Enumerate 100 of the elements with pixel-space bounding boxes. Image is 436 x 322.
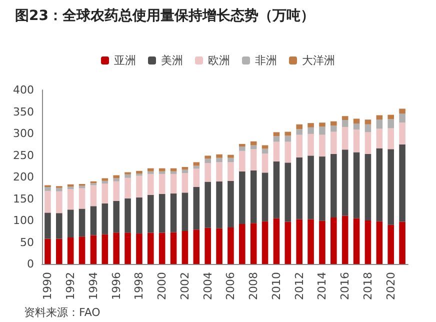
- bar: [182, 192, 188, 231]
- bar: [330, 154, 337, 218]
- bar: [56, 188, 62, 192]
- bar: [44, 212, 51, 239]
- bar: [319, 134, 326, 157]
- bar: [102, 180, 108, 184]
- y-tick-label: 100: [13, 214, 34, 227]
- bar: [67, 237, 74, 264]
- bar: [388, 224, 394, 264]
- bar: [228, 180, 234, 228]
- bar: [250, 145, 257, 150]
- text: 资料来源：FAO: [24, 306, 101, 319]
- y-tick-label: 150: [13, 192, 34, 206]
- bar: [90, 235, 97, 264]
- bar: [296, 134, 302, 158]
- legend-label: 非洲: [255, 54, 277, 67]
- bar: [124, 232, 131, 264]
- y-tick-label: 350: [13, 105, 34, 118]
- x-tick-label: 1990: [41, 272, 54, 300]
- bar: [193, 230, 200, 264]
- bar: [376, 221, 383, 264]
- bar: [262, 154, 268, 173]
- bar: [239, 171, 246, 224]
- bar: [330, 126, 337, 132]
- bar: [170, 174, 177, 194]
- bar: [308, 123, 314, 128]
- bar: [228, 227, 234, 264]
- bar: [353, 130, 360, 152]
- bar: [216, 228, 222, 264]
- bar: [216, 158, 222, 162]
- bar: [204, 158, 211, 164]
- bar: [102, 204, 108, 234]
- bar: [250, 149, 257, 170]
- x-tick-label: 2010: [270, 272, 283, 300]
- bar: [193, 162, 200, 166]
- y-tick-label: 200: [13, 170, 34, 184]
- bar: [102, 234, 108, 264]
- bar: [239, 150, 246, 172]
- bar: [388, 149, 394, 225]
- bar: [399, 144, 406, 222]
- bar: [216, 162, 222, 182]
- bar: [239, 224, 246, 264]
- bar: [182, 166, 188, 170]
- bar: [353, 218, 360, 264]
- bar: [158, 168, 166, 172]
- bar: [330, 217, 337, 264]
- bar: [342, 126, 348, 150]
- bar: [239, 146, 246, 151]
- bar: [296, 129, 302, 135]
- bar: [67, 186, 74, 190]
- x-tick-label: 2008: [247, 272, 260, 300]
- bar: [308, 134, 314, 156]
- bar: [170, 194, 177, 232]
- bar: [250, 223, 257, 264]
- x-tick-label: 2004: [201, 272, 214, 300]
- y-tick-label: 400: [13, 84, 34, 96]
- bar: [78, 208, 86, 237]
- bar: [148, 194, 154, 233]
- bar: [376, 128, 383, 148]
- bar: [262, 221, 268, 264]
- bar: [364, 124, 372, 132]
- x-tick-label: 2006: [224, 272, 238, 300]
- bar: [113, 178, 120, 182]
- bar: [250, 170, 257, 224]
- bar: [308, 127, 314, 134]
- bar: [228, 154, 234, 158]
- bar: [56, 213, 62, 239]
- bar: [136, 170, 142, 174]
- bar: [56, 191, 62, 214]
- bar: [353, 123, 360, 130]
- bar: [44, 190, 51, 213]
- bar: [204, 163, 211, 182]
- bar: [364, 154, 372, 220]
- bar: [228, 158, 234, 162]
- bar: [284, 162, 292, 222]
- x-tick-label: 2000: [156, 272, 169, 300]
- bar: [113, 232, 120, 264]
- y-tick-label: 300: [13, 127, 34, 140]
- bar: [239, 144, 246, 147]
- bar: [296, 219, 302, 264]
- x-tick-label: 2002: [178, 272, 192, 300]
- bar: [158, 171, 166, 174]
- bar: [204, 228, 211, 264]
- bar: [319, 220, 326, 264]
- bar: [342, 120, 348, 127]
- x-tick-label: 2018: [361, 272, 374, 300]
- bar: [170, 232, 177, 264]
- bar: [136, 234, 142, 264]
- bar: [364, 220, 372, 264]
- bar: [193, 168, 200, 188]
- bar: [284, 142, 292, 163]
- bar: [376, 120, 383, 129]
- bar: [262, 172, 268, 222]
- bar: [319, 156, 326, 221]
- bar: [262, 145, 268, 149]
- bar: [44, 238, 51, 264]
- bar: [148, 232, 154, 264]
- bar: [136, 197, 142, 234]
- bar: [204, 182, 211, 228]
- bar: [330, 121, 337, 126]
